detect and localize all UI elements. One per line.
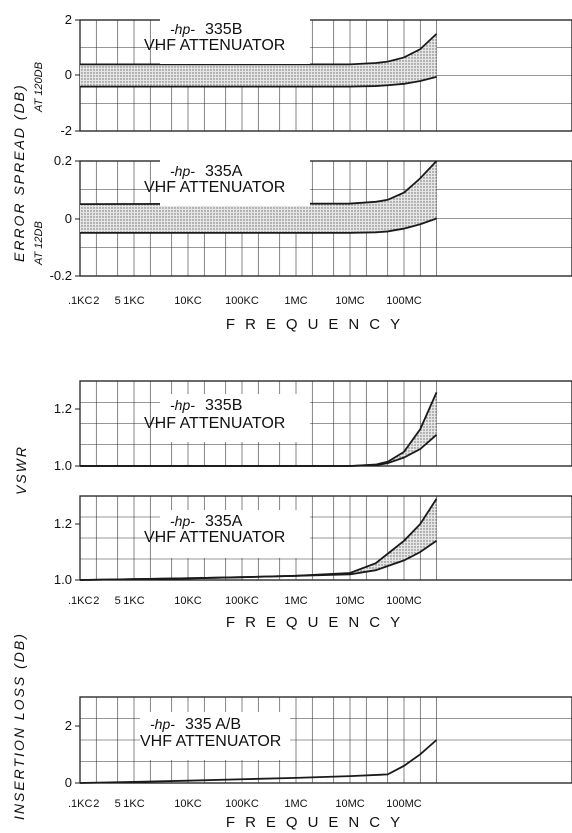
attenuator-label: VHF ATTENUATOR <box>144 179 285 196</box>
frequency-axis-title: FREQUENCY <box>226 316 410 333</box>
series-line-1 <box>80 33 438 66</box>
y-tick-label: -0.2 <box>50 268 72 283</box>
x-tick-label: 10MC <box>335 295 364 307</box>
x-tick-label: 1KC <box>123 595 144 607</box>
hp-mark-label: -hp- <box>170 21 195 37</box>
series-line-2 <box>80 434 438 467</box>
x-tick-label: 10MC <box>335 798 364 810</box>
x-tick-label: 2 <box>93 295 99 307</box>
x-tick-label: 10MC <box>335 595 364 607</box>
x-tick-label: 5 <box>115 595 121 607</box>
y-tick-label: 1.2 <box>54 401 72 416</box>
error-spread-axis-title: ERROR SPREAD (DB) <box>11 83 27 262</box>
x-tick-label: .1KC <box>68 295 93 307</box>
frequency-axis-title: FREQUENCY <box>226 814 410 831</box>
y-tick-label: 1.0 <box>54 458 72 473</box>
y-tick-label: 2 <box>65 12 72 27</box>
insertion-loss-axis-title: INSERTION LOSS (DB) <box>11 632 27 820</box>
x-tick-label: 5 <box>115 295 121 307</box>
hp-mark-label: -hp- <box>170 397 195 413</box>
attenuator-label: VHF ATTENUATOR <box>140 733 281 750</box>
model-label: 335A <box>205 163 243 180</box>
label-box <box>160 510 310 558</box>
at-120db-label: AT 120DB <box>33 62 45 113</box>
series-line-1 <box>79 160 438 206</box>
error-band-area <box>80 161 437 233</box>
model-label: 335A <box>205 513 243 530</box>
y-tick-label: 1.2 <box>54 516 72 531</box>
series-line-1 <box>79 739 438 784</box>
label-box <box>160 394 310 442</box>
x-tick-label: 100KC <box>225 798 259 810</box>
x-tick-label: 100MC <box>386 295 422 307</box>
hp-mark-label: -hp- <box>170 163 195 179</box>
label-box <box>140 712 290 760</box>
x-tick-label: 2 <box>93 595 99 607</box>
model-label: 335B <box>205 21 242 38</box>
y-tick-label: 1.0 <box>54 572 72 587</box>
model-label: 335B <box>205 397 242 414</box>
x-tick-label: 1MC <box>284 798 307 810</box>
hp-mark-label: -hp- <box>170 513 195 529</box>
series-line-2 <box>80 217 437 234</box>
series-line-2 <box>79 540 438 581</box>
x-tick-label: .1KC <box>68 798 93 810</box>
vswr-axis-title: VSWR <box>13 445 29 495</box>
frequency-axis-title: FREQUENCY <box>226 614 410 631</box>
at-12db-label: AT 12DB <box>33 221 45 266</box>
attenuator-label: VHF ATTENUATOR <box>144 37 285 54</box>
x-tick-label: 100MC <box>386 798 422 810</box>
label-box <box>160 158 310 206</box>
x-tick-label: 100KC <box>225 295 259 307</box>
x-tick-label: 2 <box>93 798 99 810</box>
model-label: 335 A/B <box>185 716 241 733</box>
y-tick-label: 0 <box>65 67 72 82</box>
x-tick-label: 1KC <box>123 295 144 307</box>
x-tick-label: 1MC <box>284 595 307 607</box>
series-line-2 <box>80 76 437 88</box>
y-tick-label: 0.2 <box>54 153 72 168</box>
hp-mark-label: -hp- <box>150 716 175 732</box>
x-tick-label: 10KC <box>174 295 202 307</box>
x-tick-label: 100MC <box>386 595 422 607</box>
y-tick-label: 2 <box>65 718 72 733</box>
x-tick-label: 10KC <box>174 798 202 810</box>
x-tick-label: 10KC <box>174 595 202 607</box>
x-tick-label: 5 <box>115 798 121 810</box>
y-tick-label: 0 <box>65 211 72 226</box>
attenuator-label: VHF ATTENUATOR <box>144 415 285 432</box>
label-box <box>160 16 310 64</box>
y-tick-label: 0 <box>65 775 72 790</box>
x-tick-label: .1KC <box>68 595 93 607</box>
attenuator-label: VHF ATTENUATOR <box>144 529 285 546</box>
y-tick-label: -2 <box>60 123 72 138</box>
x-tick-label: 100KC <box>225 595 259 607</box>
x-tick-label: 1KC <box>123 798 144 810</box>
error-band-area <box>80 33 437 87</box>
x-tick-label: 1MC <box>284 295 307 307</box>
